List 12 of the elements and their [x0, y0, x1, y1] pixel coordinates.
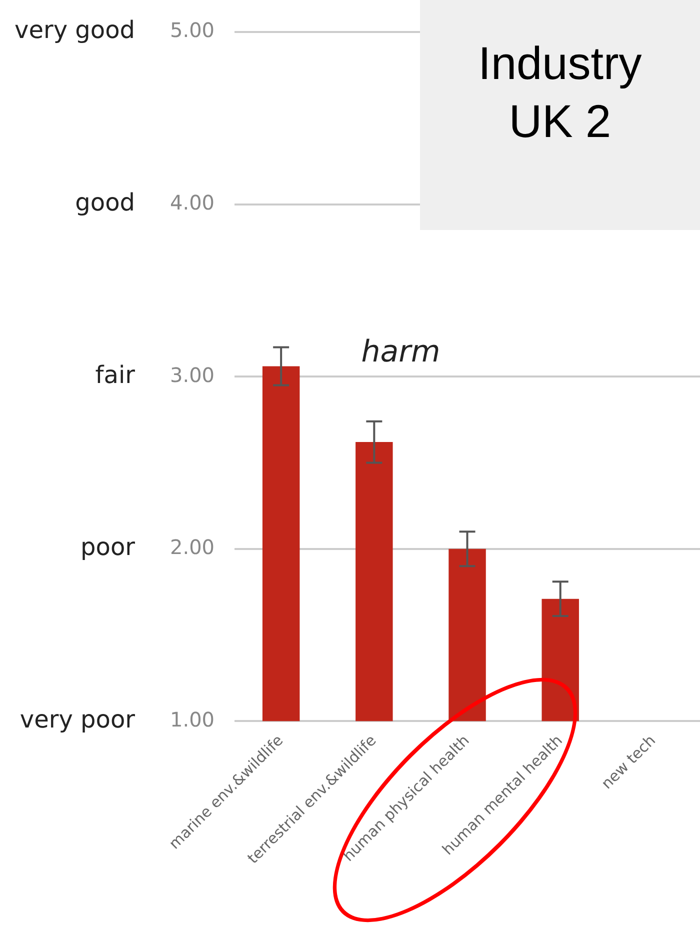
y-tick-label: 1.00: [170, 707, 215, 732]
y-tick-label: 3.00: [170, 362, 215, 387]
y-tick-label: 2.00: [170, 535, 215, 560]
text: fair: [95, 360, 136, 389]
y-tick-label: 4.00: [170, 190, 215, 214]
text: poor: [80, 533, 136, 562]
text: very good: [14, 16, 135, 44]
text: Industry UK 2: [477, 36, 643, 149]
text: very poor: [20, 705, 136, 734]
y-tick-label: 5.00: [170, 18, 215, 42]
annotation: harm: [361, 334, 440, 370]
text: good: [75, 188, 135, 217]
